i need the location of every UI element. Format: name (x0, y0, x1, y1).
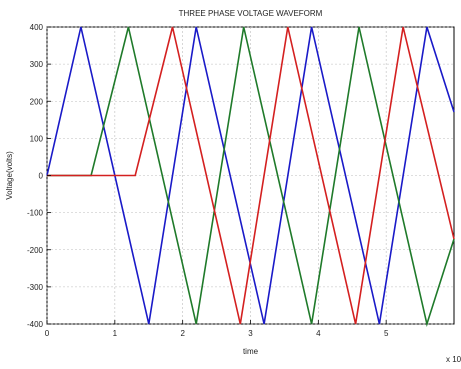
y-tick-label: 300 (30, 60, 44, 69)
series-lines (46, 26, 455, 328)
y-tick-label: 100 (30, 134, 44, 143)
x-axis-multiplier: x 10 (446, 355, 461, 364)
y-tick-label: -300 (27, 283, 44, 292)
y-axis-label: Voltage(volts) (5, 151, 14, 200)
y-tick-label: 200 (30, 97, 44, 106)
chart-title: THREE PHASE VOLTAGE WAVEFORM (179, 9, 323, 18)
x-tick-label: 4 (316, 329, 321, 338)
axis-ticks: 0 1 2 3 4 5 400 300 200 100 0 -100 -200 -300 -400 (27, 23, 389, 338)
x-tick-label: 5 (384, 329, 389, 338)
x-tick-label: 1 (113, 329, 118, 338)
series-line-3 (47, 26, 455, 325)
x-tick-label: 2 (180, 329, 185, 338)
y-tick-label: 0 (39, 172, 44, 181)
y-tick-label: -200 (27, 246, 44, 255)
x-tick-label: 0 (45, 329, 50, 338)
y-tick-label: -100 (27, 209, 44, 218)
x-tick-label: 3 (248, 329, 253, 338)
y-tick-label: -400 (27, 320, 44, 329)
y-tick-label: 400 (30, 23, 44, 32)
x-axis-label: time (243, 347, 259, 356)
series-line-2 (47, 26, 455, 328)
